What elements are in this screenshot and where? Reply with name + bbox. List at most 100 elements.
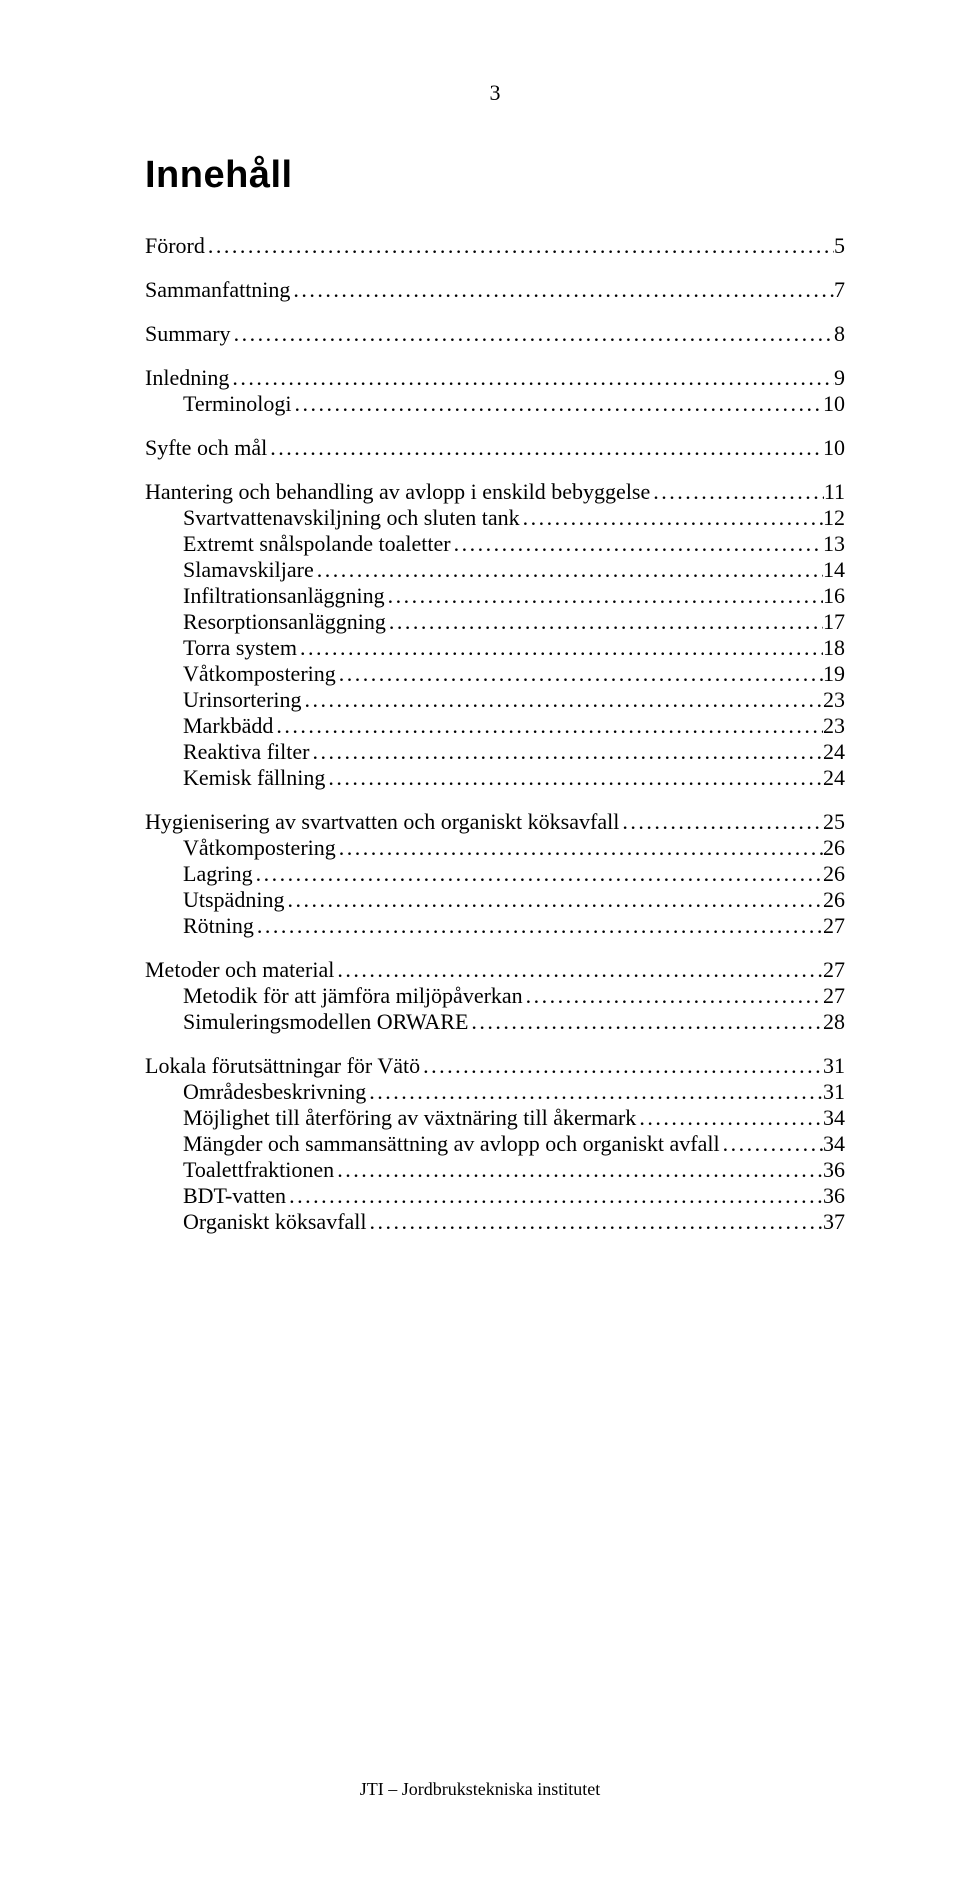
toc-entry-page: 26: [823, 863, 845, 885]
toc-leader: [336, 663, 823, 685]
toc-entry-page: 26: [823, 837, 845, 859]
toc-entry: Kemisk fällning24: [183, 767, 845, 789]
toc-entry-page: 27: [823, 959, 845, 981]
toc-entry-page: 27: [823, 985, 845, 1007]
toc-entry: Metoder och material27: [145, 959, 845, 981]
toc-entry: Möjlighet till återföring av växtnäring …: [183, 1107, 845, 1129]
toc-entry-page: 7: [834, 279, 845, 301]
toc-leader: [309, 741, 823, 763]
toc-entry: Utspädning 26: [183, 889, 845, 911]
toc-entry: Lokala förutsättningar för Vätö31: [145, 1055, 845, 1077]
toc-leader: [619, 811, 823, 833]
toc-entry-title: Sammanfattning: [145, 279, 290, 301]
toc-leader: [297, 637, 823, 659]
toc-entry-page: 31: [823, 1055, 845, 1077]
toc-entry-title: Områdesbeskrivning: [183, 1081, 366, 1103]
toc-entry-page: 23: [823, 715, 845, 737]
toc-entry: Reaktiva filter24: [183, 741, 845, 763]
toc-entry-page: 8: [834, 323, 845, 345]
toc-entry-page: 23: [823, 689, 845, 711]
toc-leader: [636, 1107, 823, 1129]
toc-entry-page: 31: [823, 1081, 845, 1103]
toc-leader: [254, 915, 823, 937]
toc-leader: [205, 235, 834, 257]
toc-entry-page: 37: [823, 1211, 845, 1233]
toc-entry-title: Summary: [145, 323, 231, 345]
toc-entry-page: 36: [823, 1185, 845, 1207]
toc-entry: Metodik för att jämföra miljöpåverkan 27: [183, 985, 845, 1007]
toc-entry: Lagring 26: [183, 863, 845, 885]
toc-entry-title: Utspädning: [183, 889, 284, 911]
toc-leader: [367, 1211, 823, 1233]
toc-entry: Områdesbeskrivning 31: [183, 1081, 845, 1103]
toc-entry: Hygienisering av svartvatten och organis…: [145, 811, 845, 833]
toc-entry-title: Lagring: [183, 863, 253, 885]
toc-leader: [336, 837, 823, 859]
toc-entry-title: Simuleringsmodellen ORWARE: [183, 1011, 468, 1033]
toc-entry: Resorptionsanläggning 17: [183, 611, 845, 633]
toc-entry-page: 27: [823, 915, 845, 937]
toc-entry: Infiltrationsanläggning16: [183, 585, 845, 607]
toc-entry-page: 34: [823, 1133, 845, 1155]
toc-leader: [366, 1081, 823, 1103]
toc-entry: Våtkompostering26: [183, 837, 845, 859]
toc-entry-title: Våtkompostering: [183, 663, 336, 685]
toc-leader: [290, 279, 834, 301]
toc-leader: [520, 507, 823, 529]
toc-entry: Rötning 27: [183, 915, 845, 937]
toc-entry-title: Toalettfraktionen: [183, 1159, 334, 1181]
toc-entry-page: 26: [823, 889, 845, 911]
toc-leader: [253, 863, 823, 885]
toc-entry-page: 17: [823, 611, 845, 633]
page: 3 Innehåll Förord5 Sammanfattning 7 Summary…: [0, 0, 960, 1233]
toc-entry: Syfte och mål10: [145, 437, 845, 459]
toc-entry-page: 19: [823, 663, 845, 685]
toc-entry: Toalettfraktionen 36: [183, 1159, 845, 1181]
toc-entry-title: Markbädd: [183, 715, 273, 737]
toc-entry: Slamavskiljare14: [183, 559, 845, 581]
toc-entry-page: 11: [824, 481, 845, 503]
toc-entry-title: Urinsortering: [183, 689, 302, 711]
toc-leader: [334, 1159, 823, 1181]
toc-entry-title: Svartvattenavskiljning och sluten tank: [183, 507, 520, 529]
toc-entry-page: 10: [823, 393, 845, 415]
toc-entry-page: 13: [823, 533, 845, 555]
toc-leader: [420, 1055, 823, 1077]
toc-leader: [386, 611, 823, 633]
toc-entry: Markbädd 23: [183, 715, 845, 737]
toc-entry-title: Rötning: [183, 915, 254, 937]
toc-entry-page: 18: [823, 637, 845, 659]
toc-leader: [284, 889, 823, 911]
toc-leader: [650, 481, 824, 503]
toc-entry-title: Inledning: [145, 367, 229, 389]
toc-entry: Organiskt köksavfall37: [183, 1211, 845, 1233]
toc-entry-page: 36: [823, 1159, 845, 1181]
toc-entry: Simuleringsmodellen ORWARE28: [183, 1011, 845, 1033]
toc-entry-page: 9: [834, 367, 845, 389]
toc-entry-page: 34: [823, 1107, 845, 1129]
toc-entry: Förord5: [145, 235, 845, 257]
footer-text: JTI – Jordbrukstekniska institutet: [0, 1779, 960, 1800]
toc-entry-title: Torra system: [183, 637, 297, 659]
page-title: Innehåll: [145, 154, 845, 197]
toc-leader: [267, 437, 823, 459]
toc-leader: [385, 585, 823, 607]
toc-entry: Urinsortering 23: [183, 689, 845, 711]
table-of-contents: Förord5 Sammanfattning 7 Summary 8 Inledning 9…: [145, 235, 845, 1233]
toc-entry-title: Slamavskiljare: [183, 559, 314, 581]
toc-entry-page: 25: [823, 811, 845, 833]
toc-entry-title: Resorptionsanläggning: [183, 611, 386, 633]
page-number: 3: [145, 80, 845, 106]
toc-entry: Inledning 9: [145, 367, 845, 389]
toc-entry: BDT-vatten36: [183, 1185, 845, 1207]
toc-leader: [286, 1185, 823, 1207]
toc-leader: [314, 559, 823, 581]
toc-entry-page: 24: [823, 767, 845, 789]
toc-leader: [720, 1133, 823, 1155]
toc-entry-page: 10: [823, 437, 845, 459]
toc-entry-title: Mängder och sammansättning av avlopp och…: [183, 1133, 720, 1155]
toc-entry-page: 16: [823, 585, 845, 607]
toc-leader: [291, 393, 823, 415]
toc-entry: Summary 8: [145, 323, 845, 345]
toc-entry-title: Metodik för att jämföra miljöpåverkan: [183, 985, 523, 1007]
